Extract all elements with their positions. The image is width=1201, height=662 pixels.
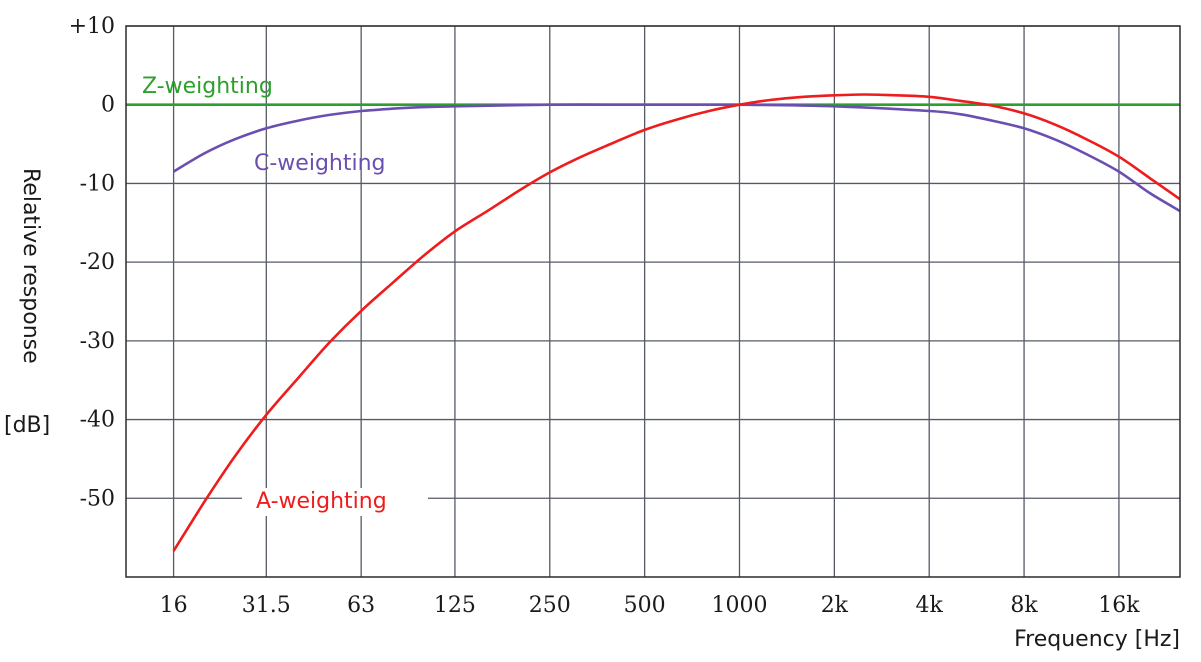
x-tick-label: 16 <box>160 593 188 618</box>
a-weighting-label: A-weighting <box>256 489 387 514</box>
a-weighting-line <box>172 93 1180 552</box>
x-tick-label: 8k <box>1010 593 1038 618</box>
series-layer <box>126 93 1180 552</box>
plot-background <box>126 26 1180 577</box>
x-tick-label: 500 <box>624 593 666 618</box>
x-tick-label: 31.5 <box>242 593 291 618</box>
x-tick-label: 63 <box>347 593 375 618</box>
y-tick-label: -30 <box>80 329 115 354</box>
y-tick-label: 0 <box>101 93 115 118</box>
plot-frame <box>125 25 1181 578</box>
c-weighting-line <box>172 103 1180 213</box>
x-tick-label: 4k <box>916 593 944 618</box>
y-axis-title-line1: Relative response <box>18 168 43 364</box>
x-tick-label: 16k <box>1098 593 1140 618</box>
y-tick-label: -50 <box>80 486 115 511</box>
y-axis-title-line2: [dB] <box>4 413 50 438</box>
x-tick-label: 250 <box>529 593 571 618</box>
y-tick-label: -10 <box>80 171 115 196</box>
y-tick-label: -20 <box>80 250 115 275</box>
series-labels: Z-weighting C-weighting A-weighting <box>142 74 428 516</box>
a-weighting-label-bg <box>242 488 428 516</box>
y-tick-label: +10 <box>69 14 115 39</box>
c-weighting-label: C-weighting <box>254 151 386 176</box>
x-tick-label: 1000 <box>711 593 767 618</box>
x-tick-label: 2k <box>821 593 849 618</box>
z-weighting-label: Z-weighting <box>142 74 273 99</box>
x-axis-title: Frequency [Hz] <box>1014 627 1180 652</box>
x-tick-label: 125 <box>434 593 476 618</box>
grid <box>126 25 1180 577</box>
tick-labels: 16 31.5 63 125 250 500 1000 2k 4k 8k 16k +10 0 -10 -20… <box>69 14 1141 618</box>
y-tick-label: -40 <box>80 408 115 433</box>
